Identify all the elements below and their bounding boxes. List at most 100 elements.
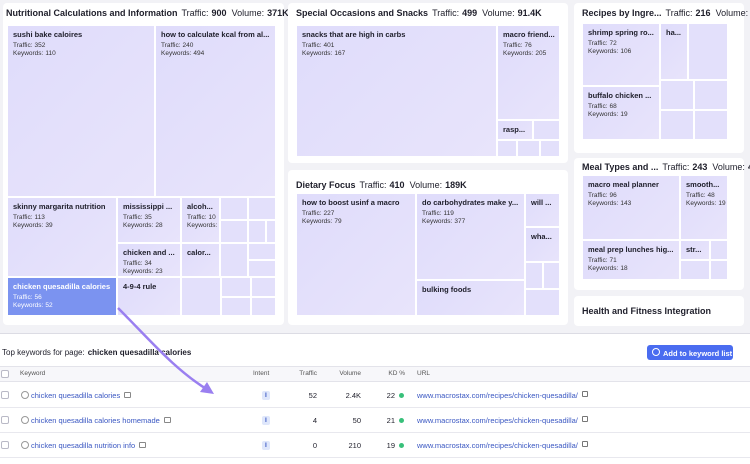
- treemap-cell[interactable]: how to calculate kcal from al... Traffic:…: [155, 25, 276, 197]
- treemap-cell[interactable]: calor...: [181, 243, 220, 277]
- title-text: Top keywords for page:: [2, 348, 85, 357]
- treemap-cell[interactable]: ha...: [660, 23, 688, 80]
- cell-label: how to boost usinf a macro: [302, 198, 400, 207]
- url-link[interactable]: www.macrostax.com/recipes/chicken-quesad…: [417, 391, 578, 400]
- cell-traffic: Traffic: 352: [13, 42, 149, 50]
- cell-label: bulking foods: [422, 285, 472, 294]
- treemap-blank-cell: [220, 197, 248, 220]
- traffic-value: 227: [323, 210, 335, 217]
- treemap-cell[interactable]: shrimp spring ro... Traffic: 72 Keywords: 10…: [582, 23, 660, 86]
- cluster-traffic: 900: [211, 8, 227, 18]
- traffic-label: Traffic:: [123, 214, 143, 221]
- treemap-cell[interactable]: bulking foods: [416, 280, 525, 316]
- cell-traffic: Traffic: 34: [123, 260, 175, 268]
- cell-traffic: Traffic: 96: [588, 192, 674, 200]
- treemap-cell[interactable]: skinny margarita nutrition Traffic: 113 Key…: [7, 197, 117, 277]
- cell-label: wha...: [531, 232, 552, 241]
- cell-keywords: Keywords: 28: [123, 222, 175, 230]
- row-checkbox[interactable]: [1, 391, 9, 399]
- treemap-cell[interactable]: macro friend... Traffic: 76 Keywords: 205: [497, 25, 560, 120]
- traffic-label: Traffic:: [422, 210, 442, 217]
- treemap-blank-cell: [710, 260, 728, 280]
- treemap-cell[interactable]: do carbohydrates make y... Traffic: 119 Key…: [416, 193, 525, 280]
- cell-keywords: Keywords: 494: [161, 50, 270, 58]
- treemap-cell[interactable]: mississippi ... Traffic: 35 Keywords: 28: [117, 197, 181, 243]
- keywords-value: 79: [334, 218, 342, 225]
- treemap-cell[interactable]: chicken quesadilla calories Traffic: 56 Key…: [7, 277, 117, 316]
- keywords-label: Keywords:: [13, 302, 44, 309]
- treemap-cell[interactable]: meal prep lunches hig... Traffic: 71 Keywor…: [582, 240, 680, 280]
- add-keyword-icon[interactable]: [21, 441, 29, 449]
- traffic-value: 48: [707, 192, 715, 199]
- cell-label: alcoh...: [187, 202, 213, 211]
- url-link[interactable]: www.macrostax.com/recipes/chicken-quesad…: [417, 416, 578, 425]
- treemap-cell[interactable]: rasp...: [497, 120, 533, 140]
- treemap-cell[interactable]: macro meal planner Traffic: 96 Keywords: 143: [582, 175, 680, 240]
- keywords-label: Keywords:: [588, 48, 619, 55]
- cell-traffic: Traffic: 113: [13, 214, 111, 222]
- treemap-cell[interactable]: buffalo chicken ... Traffic: 68 Keywords: 19: [582, 86, 660, 140]
- cluster-traffic: 216: [695, 8, 711, 18]
- serp-icon: [164, 417, 171, 423]
- cell-traffic: Traffic: 401: [302, 42, 491, 50]
- keywords-value: 110: [45, 50, 56, 57]
- serp-icon: [139, 442, 146, 448]
- header-checkbox: [1, 370, 9, 378]
- treemap-cell[interactable]: will ...: [525, 193, 560, 227]
- traffic-label: Traffic:: [588, 40, 608, 47]
- add-to-keyword-list-button[interactable]: Add to keyword list: [647, 345, 733, 360]
- treemap-cell[interactable]: how to boost usinf a macro Traffic: 227 Key…: [296, 193, 416, 316]
- traffic-value: 96: [609, 192, 617, 199]
- treemap-cell[interactable]: chicken and ... Traffic: 34 Keywords: 23: [117, 243, 181, 277]
- keywords-value: 23: [155, 268, 163, 275]
- traffic-label: Traffic:: [13, 214, 33, 221]
- intent-badge: I: [262, 441, 270, 450]
- treemap-cell[interactable]: smooth... Traffic: 48 Keywords: 19: [680, 175, 728, 240]
- keywords-label: Keywords:: [161, 50, 192, 57]
- treemap-blank-cell: [221, 277, 251, 297]
- traffic-label: Traffic:: [161, 42, 181, 49]
- cluster-volume: 91.4K: [517, 8, 542, 18]
- url-link[interactable]: www.macrostax.com/recipes/chicken-quesad…: [417, 441, 578, 450]
- add-keyword-icon[interactable]: [21, 416, 29, 424]
- cell-traffic: Traffic: 227: [302, 210, 410, 218]
- table-title: Top keywords for page: chicken quesadilla…: [2, 348, 191, 357]
- cell-label: snacks that are high in carbs: [302, 30, 406, 39]
- traffic-cell: 52: [308, 391, 317, 400]
- row-checkbox[interactable]: [1, 416, 9, 424]
- treemap-cell[interactable]: sushi bake caloires Traffic: 352 Keywords: 1…: [7, 25, 155, 197]
- cell-label: macro friend...: [503, 30, 555, 39]
- traffic-label: Traffic:: [432, 8, 460, 18]
- cluster-volume: 189K: [445, 180, 467, 190]
- keywords-label: Keywords:: [422, 218, 453, 225]
- cluster-title: Nutritional Calculations and Information: [6, 8, 178, 18]
- traffic-value: 113: [34, 214, 45, 221]
- treemap-cell[interactable]: str...: [680, 240, 710, 260]
- column-header: KD %: [388, 370, 405, 377]
- treemap-cell[interactable]: wha...: [525, 227, 560, 262]
- traffic-value: 240: [182, 42, 194, 49]
- add-keyword-icon[interactable]: [21, 391, 29, 399]
- plus-icon: [652, 348, 660, 356]
- keyword-link[interactable]: chicken quesadilla calories: [31, 391, 121, 400]
- keywords-label: Keywords:: [588, 265, 619, 272]
- keywords-value: 18: [620, 265, 628, 272]
- row-checkbox[interactable]: [1, 441, 9, 449]
- traffic-label: Traffic:: [588, 103, 608, 110]
- keywords-label: Keywords:: [123, 268, 154, 275]
- column-header: URL: [417, 370, 431, 377]
- keywords-value: 143: [620, 200, 632, 207]
- cell-traffic: Traffic: 71: [588, 257, 674, 265]
- cluster-panel: [574, 296, 744, 326]
- keyword-link[interactable]: chicken quesadilla calories homemade: [31, 416, 160, 425]
- traffic-label: Traffic:: [181, 8, 209, 18]
- traffic-label: Traffic:: [503, 42, 523, 49]
- cell-keywords: Keywords: 19: [588, 111, 654, 119]
- treemap-blank-cell: [248, 243, 276, 260]
- treemap-cell[interactable]: snacks that are high in carbs Traffic: 401…: [296, 25, 497, 157]
- keyword-link[interactable]: chicken quesadilla nutrition info: [31, 441, 136, 450]
- treemap-cell[interactable]: 4-9-4 rule: [117, 277, 181, 316]
- treemap-blank-cell: [680, 260, 710, 280]
- treemap-blank-cell: [497, 140, 517, 157]
